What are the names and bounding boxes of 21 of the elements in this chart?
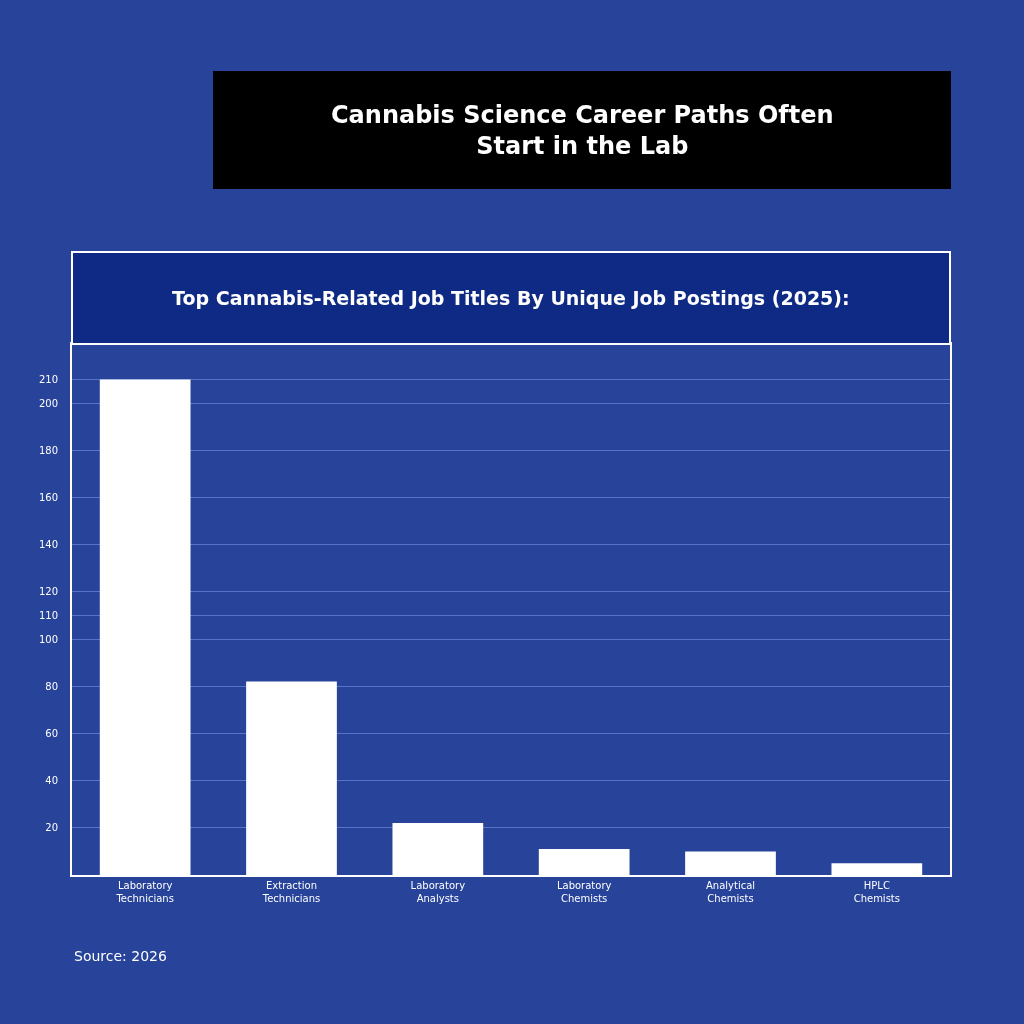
y-tick-label: 80 <box>45 680 58 692</box>
y-tick-label: 110 <box>38 609 58 621</box>
x-tick-label: Extraction Technicians <box>261 880 321 904</box>
y-tick-label: 100 <box>38 633 58 645</box>
y-tick-label: 60 <box>45 727 58 739</box>
y-tick-label: 210 <box>38 373 58 385</box>
y-tick-label: 40 <box>45 775 58 787</box>
chart-title: Cannabis Science Career Paths Often Start in the Lab <box>331 101 834 161</box>
y-tick-label: 180 <box>38 444 58 456</box>
x-tick-label: Laboratory Analysts <box>410 880 466 904</box>
x-tick-label: HPLC Chemists <box>853 880 900 904</box>
y-tick-label: 20 <box>45 822 58 834</box>
x-tick-label: Laboratory Technicians <box>115 880 174 904</box>
x-tick-label: Laboratory Chemists <box>556 880 612 904</box>
y-tick-label: 160 <box>38 491 58 503</box>
chart-subtitle: Top Cannabis-Related Job Titles By Unique Job Postings (2025): <box>172 287 850 309</box>
source-note: Source: 2026 <box>74 948 167 964</box>
y-tick-label: 120 <box>38 586 58 598</box>
y-tick-label: 140 <box>38 539 58 551</box>
x-tick-label: Analytical Chemists <box>705 880 756 904</box>
y-tick-label: 200 <box>38 397 58 409</box>
